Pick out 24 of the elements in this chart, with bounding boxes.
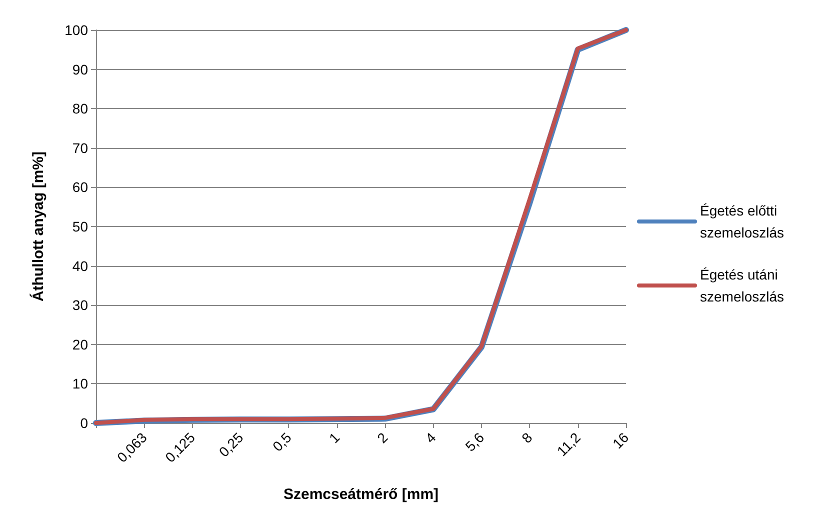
y-tick-label: 10 <box>72 376 88 392</box>
x-axis-title: Szemcseátmérő [mm] <box>283 486 439 503</box>
legend-label: Égetés előtti szemeloszlás <box>700 202 784 240</box>
y-tick-label: 40 <box>72 258 88 274</box>
x-tick-label: 4 <box>422 429 440 446</box>
y-tick-label: 90 <box>72 61 88 78</box>
y-tick-label: 20 <box>72 336 88 352</box>
x-tick-label: 16 <box>609 429 632 452</box>
y-tick-label: 100 <box>64 22 88 38</box>
x-tick-label: 8 <box>518 429 536 446</box>
y-tick-label: 60 <box>72 179 88 196</box>
x-tick-label: 2 <box>374 429 391 446</box>
y-axis-title: Áthullott anyag [m%] <box>29 152 47 302</box>
x-tick-label: 0,5 <box>269 429 295 454</box>
legend-label: Égetés utáni szemeloszlás <box>700 266 784 304</box>
y-tick-label: 50 <box>72 218 88 234</box>
x-tick-label: 0,25 <box>216 429 246 460</box>
y-tick-label: 70 <box>72 140 88 156</box>
x-tick-label: 1 <box>326 429 343 446</box>
x-tick-label: 11,2 <box>554 429 584 460</box>
x-tick-label: 5,6 <box>462 429 488 454</box>
y-tick-label: 0 <box>80 415 88 431</box>
y-tick-label: 80 <box>72 100 88 117</box>
y-tick-label: 30 <box>72 297 88 314</box>
